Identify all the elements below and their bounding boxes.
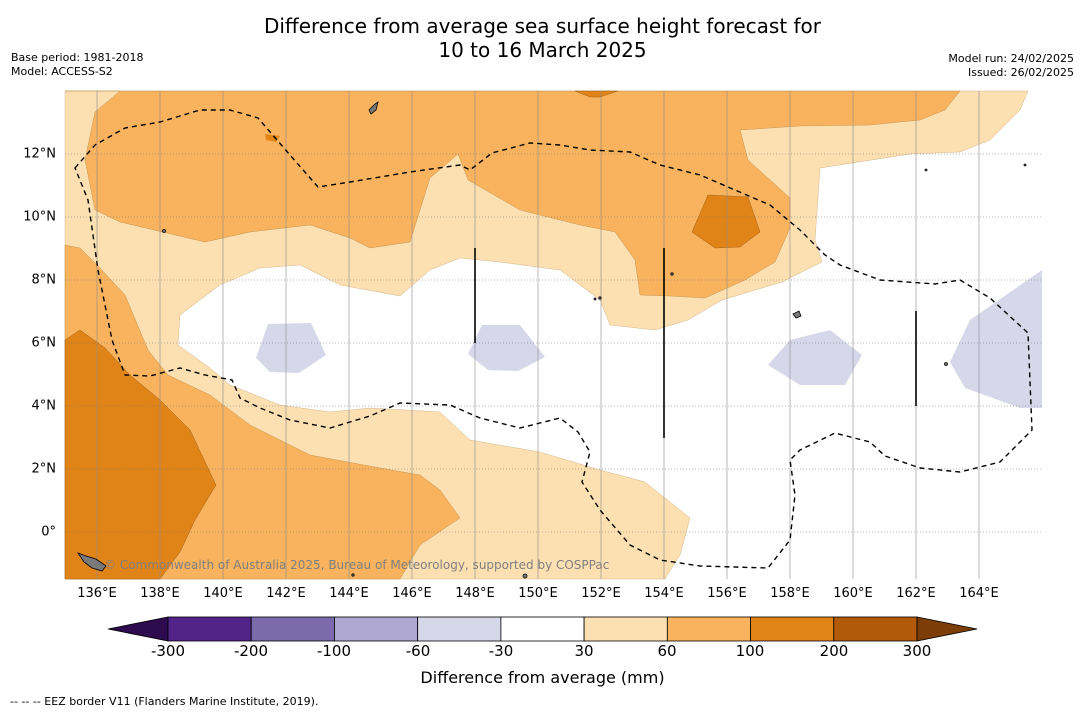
anomaly-region-100-200-north: [574, 90, 619, 98]
y-tick: 0°: [41, 524, 56, 540]
copyright-credit: © Commonwealth of Australia 2025, Bureau…: [104, 558, 610, 572]
y-tick: 10°N: [23, 209, 56, 225]
x-tick: 142°E: [266, 586, 306, 601]
x-tick: 162°E: [896, 586, 936, 601]
x-tick: 156°E: [707, 586, 747, 601]
colorbar-label: 30: [574, 642, 594, 660]
y-tick: 4°N: [31, 398, 57, 414]
island-pohnpei: [792, 310, 802, 319]
x-tick: 140°E: [203, 586, 243, 601]
y-tick: 12°N: [23, 146, 56, 162]
model-run-date: Model run: 24/02/2025: [948, 52, 1074, 65]
colorbar-label: -30: [488, 642, 514, 660]
colorbar-swatch: [833, 616, 918, 642]
model-name: Model: ACCESS-S2: [11, 65, 113, 78]
anomaly-region-100-200-west: [64, 329, 217, 580]
colorbar-swatch: [583, 616, 668, 642]
colorbar-label: 200: [819, 642, 849, 660]
eez-legend-note: -- -- -- EEZ border V11 (Flanders Marine…: [10, 695, 319, 708]
x-tick: 152°E: [581, 586, 621, 601]
anomaly-region-neg-1: [256, 323, 326, 373]
base-period: Base period: 1981-2018: [11, 51, 144, 64]
map-title: Difference from average sea surface heig…: [0, 14, 1085, 62]
islands: [76, 101, 1027, 579]
anomaly-region-neg-3: [768, 330, 862, 385]
island-bougainville: [76, 552, 107, 572]
island-guam: [368, 101, 379, 115]
colorbar-label: -300: [150, 642, 186, 660]
anomaly-region-neg-2: [468, 325, 545, 371]
x-tick: 144°E: [329, 586, 369, 601]
colorbar-over-arrow: [916, 616, 978, 642]
x-tick: 154°E: [644, 586, 684, 601]
x-tick: 138°E: [140, 586, 180, 601]
colorbar-label: -100: [316, 642, 352, 660]
x-tick: 150°E: [518, 586, 558, 601]
colorbar-label: 100: [735, 642, 765, 660]
x-tick: 136°E: [77, 586, 117, 601]
colorbar-label: -200: [233, 642, 269, 660]
x-tick: 148°E: [455, 586, 495, 601]
title-line-2: 10 to 16 March 2025: [438, 38, 647, 62]
graticule: [65, 153, 1042, 533]
colorbar-swatch: [750, 616, 835, 642]
colorbar-swatch: [250, 616, 335, 642]
run-info: Model run: 24/02/2025 Issued: 26/02/2025: [948, 52, 1074, 80]
x-tick: 158°E: [770, 586, 810, 601]
y-tick: 8°N: [31, 272, 57, 288]
colorbar-swatch: [334, 616, 419, 642]
anomaly-region-neg-4: [950, 270, 1042, 408]
x-tick: 164°E: [959, 586, 999, 601]
colorbar-label: 60: [657, 642, 677, 660]
colorbar-title: Difference from average (mm): [420, 668, 665, 687]
colorbar-swatch: [417, 616, 502, 642]
colorbar-label: -60: [405, 642, 431, 660]
y-tick: 6°N: [31, 335, 57, 351]
anomaly-region-100-200-east: [691, 194, 761, 249]
colorbar-label: 300: [902, 642, 932, 660]
colorbar-swatch: [500, 616, 585, 642]
y-tick: 2°N: [31, 461, 57, 477]
x-tick: 146°E: [392, 586, 432, 601]
issued-date: Issued: 26/02/2025: [967, 66, 1074, 79]
title-line-1: Difference from average sea surface heig…: [263, 14, 822, 38]
colorbar-swatch: [167, 616, 252, 642]
x-tick: 160°E: [833, 586, 873, 601]
eez-border: [74, 109, 1033, 569]
colorbar-swatches: [107, 616, 978, 642]
eez-boundary-lines: [474, 248, 917, 438]
model-info: Base period: 1981-2018 Model: ACCESS-S2: [11, 51, 143, 79]
colorbar-swatch: [666, 616, 751, 642]
colorbar-under-arrow: [107, 616, 169, 642]
